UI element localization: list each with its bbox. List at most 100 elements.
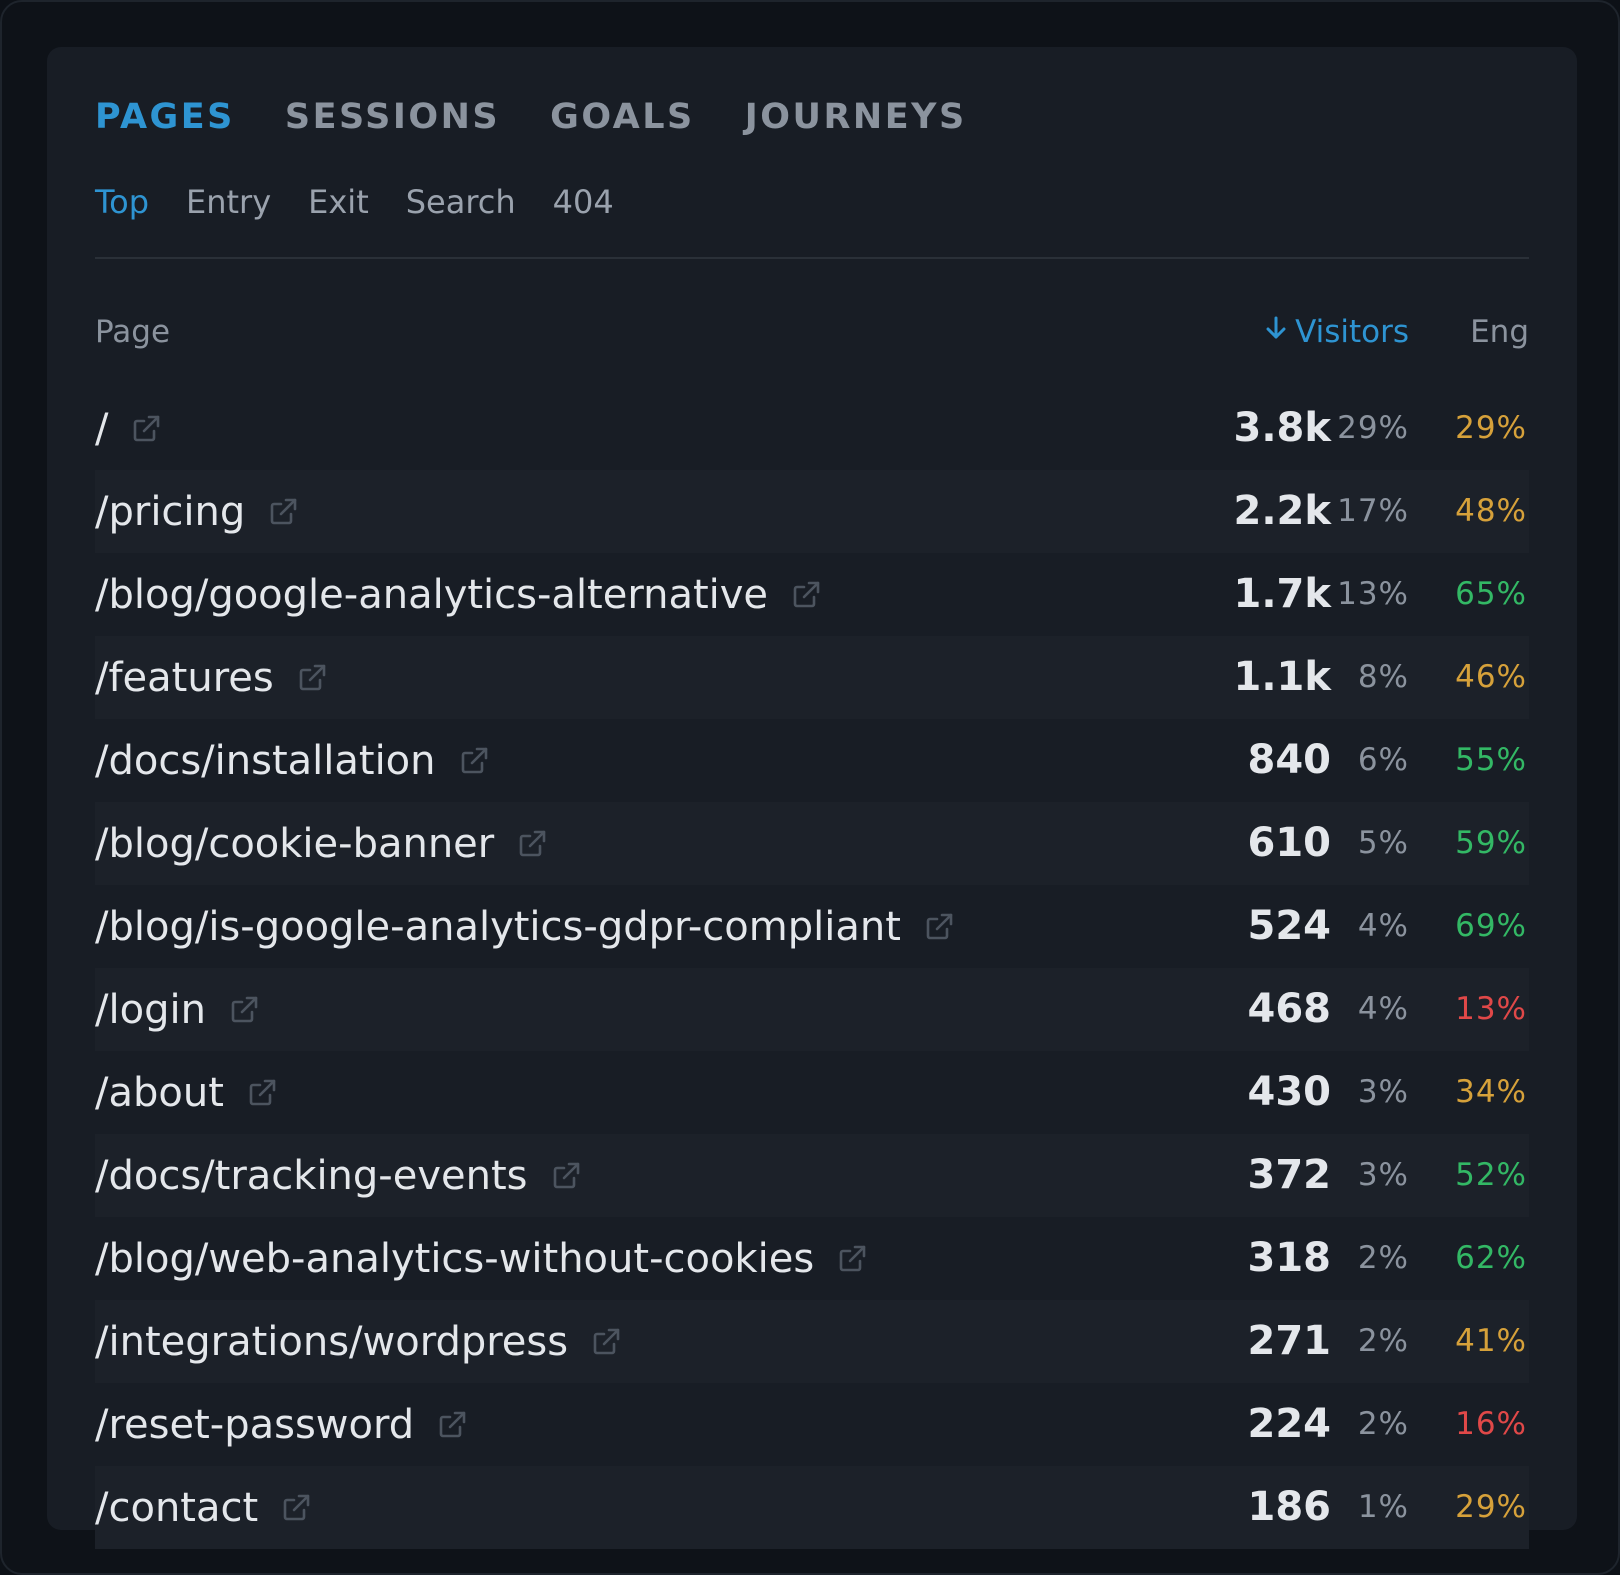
row-page-path[interactable]: /pricing [95,488,246,535]
tab-pages[interactable]: PAGES [95,97,235,137]
table-row[interactable]: /contact 186 1% 29% [95,1466,1529,1549]
table-row[interactable]: /features 1.1k 8% 46% [95,636,1529,719]
row-engagement: 46% [1455,659,1527,695]
row-page-path[interactable]: / [95,405,109,452]
external-link-icon[interactable] [228,994,260,1026]
external-link-icon[interactable] [267,496,299,528]
row-page-cell: /docs/installation [95,719,490,802]
table-row[interactable]: /login 468 4% 13% [95,968,1529,1051]
row-page-cell: /docs/tracking-events [95,1134,582,1217]
column-header-eng[interactable]: Eng [1470,314,1529,350]
table-row[interactable]: /reset-password 224 2% 16% [95,1383,1529,1466]
row-page-cell: /login [95,968,260,1051]
external-link-icon[interactable] [836,1243,868,1275]
row-page-cell: /blog/is-google-analytics-gdpr-compliant [95,885,955,968]
row-page-path[interactable]: /docs/tracking-events [95,1152,528,1199]
row-page-path[interactable]: /blog/web-analytics-without-cookies [95,1235,815,1282]
subtab-top[interactable]: Top [95,183,149,221]
table-row[interactable]: /about 430 3% 34% [95,1051,1529,1134]
row-page-path[interactable]: /blog/is-google-analytics-gdpr-compliant [95,903,901,950]
table-row[interactable]: /docs/installation 840 6% 55% [95,719,1529,802]
column-header-visitors[interactable]: Visitors [1263,312,1409,352]
row-page-path[interactable]: /blog/cookie-banner [95,820,495,867]
external-link-icon[interactable] [246,1077,278,1109]
external-link-icon[interactable] [550,1160,582,1192]
row-visitors-percent: 2% [1357,1406,1409,1442]
tab-goals[interactable]: GOALS [550,97,695,137]
row-page-path[interactable]: /docs/installation [95,737,436,784]
row-page-cell: /pricing [95,470,299,553]
tab-sessions[interactable]: SESSIONS [284,97,501,137]
row-page-cell: /blog/web-analytics-without-cookies [95,1217,868,1300]
row-visitors-percent: 13% [1337,576,1409,612]
row-engagement: 62% [1455,1240,1527,1276]
subtab-entry[interactable]: Entry [186,183,272,221]
external-link-icon[interactable] [458,745,490,777]
row-visitors: 186 [1247,1484,1332,1530]
subtab-404[interactable]: 404 [552,183,614,221]
row-engagement: 48% [1455,493,1527,529]
row-visitors-percent: 5% [1357,825,1409,861]
external-link-icon[interactable] [436,1409,468,1441]
row-page-cell: / [95,387,162,470]
row-visitors: 224 [1247,1401,1332,1447]
subtab-exit[interactable]: Exit [308,183,369,221]
external-link-icon[interactable] [296,662,328,694]
row-page-path[interactable]: /about [95,1069,224,1116]
row-visitors: 840 [1247,737,1332,783]
table-row[interactable]: /pricing 2.2k 17% 48% [95,470,1529,553]
row-page-cell: /integrations/wordpress [95,1300,622,1383]
external-link-icon[interactable] [790,579,822,611]
row-visitors: 271 [1247,1318,1332,1364]
row-visitors: 610 [1247,820,1332,866]
row-page-cell: /contact [95,1466,312,1549]
row-visitors-percent: 17% [1337,493,1409,529]
external-link-icon[interactable] [516,828,548,860]
row-visitors: 524 [1247,903,1332,949]
row-engagement: 34% [1455,1074,1527,1110]
row-visitors-percent: 1% [1357,1489,1409,1525]
tab-journeys[interactable]: JOURNEYS [744,97,967,137]
table-row[interactable]: /docs/tracking-events 372 3% 52% [95,1134,1529,1217]
table-row[interactable]: /blog/google-analytics-alternative 1.7k 13… [95,553,1529,636]
table-body: /3.8k 29% 29%/pricing 2.2k 17% 48%/blog/googl… [95,387,1529,1549]
arrow-down-icon [1263,312,1289,352]
subtabs: Top Entry Exit Search 404 [95,182,614,222]
row-page-path[interactable]: /blog/google-analytics-alternative [95,571,769,618]
column-header-page[interactable]: Page [95,314,171,350]
row-page-path[interactable]: /integrations/wordpress [95,1318,569,1365]
row-engagement: 13% [1455,991,1527,1027]
column-header-visitors-label: Visitors [1295,314,1409,350]
table-row[interactable]: /blog/web-analytics-without-cookies 318 2%… [95,1217,1529,1300]
table-row[interactable]: /blog/is-google-analytics-gdpr-compliant… [95,885,1529,968]
row-visitors-percent: 4% [1357,908,1409,944]
subtab-search[interactable]: Search [405,183,516,221]
row-page-path[interactable]: /reset-password [95,1401,415,1448]
row-page-cell: /reset-password [95,1383,468,1466]
row-visitors: 372 [1247,1152,1332,1198]
row-page-path[interactable]: /contact [95,1484,259,1531]
row-page-path[interactable]: /features [95,654,274,701]
row-page-cell: /blog/google-analytics-alternative [95,553,822,636]
row-page-cell: /features [95,636,328,719]
external-link-icon[interactable] [590,1326,622,1358]
external-link-icon[interactable] [130,413,162,445]
row-visitors: 1.7k [1233,571,1331,617]
row-engagement: 16% [1455,1406,1527,1442]
row-visitors-percent: 6% [1357,742,1409,778]
row-visitors-percent: 3% [1357,1074,1409,1110]
row-visitors-percent: 3% [1357,1157,1409,1193]
row-engagement: 41% [1455,1323,1527,1359]
row-engagement: 69% [1455,908,1527,944]
table-row[interactable]: /3.8k 29% 29% [95,387,1529,470]
row-visitors: 468 [1247,986,1332,1032]
table-row[interactable]: /blog/cookie-banner 610 5% 59% [95,802,1529,885]
section-tabs: PAGES SESSIONS GOALS JOURNEYS [95,97,967,137]
row-page-path[interactable]: /login [95,986,206,1033]
row-page-cell: /blog/cookie-banner [95,802,548,885]
pages-panel: PAGES SESSIONS GOALS JOURNEYS Top Entry … [47,47,1577,1549]
external-link-icon[interactable] [923,911,955,943]
table-row[interactable]: /integrations/wordpress 271 2% 41% [95,1300,1529,1383]
external-link-icon[interactable] [280,1492,312,1524]
row-visitors-percent: 8% [1357,659,1409,695]
